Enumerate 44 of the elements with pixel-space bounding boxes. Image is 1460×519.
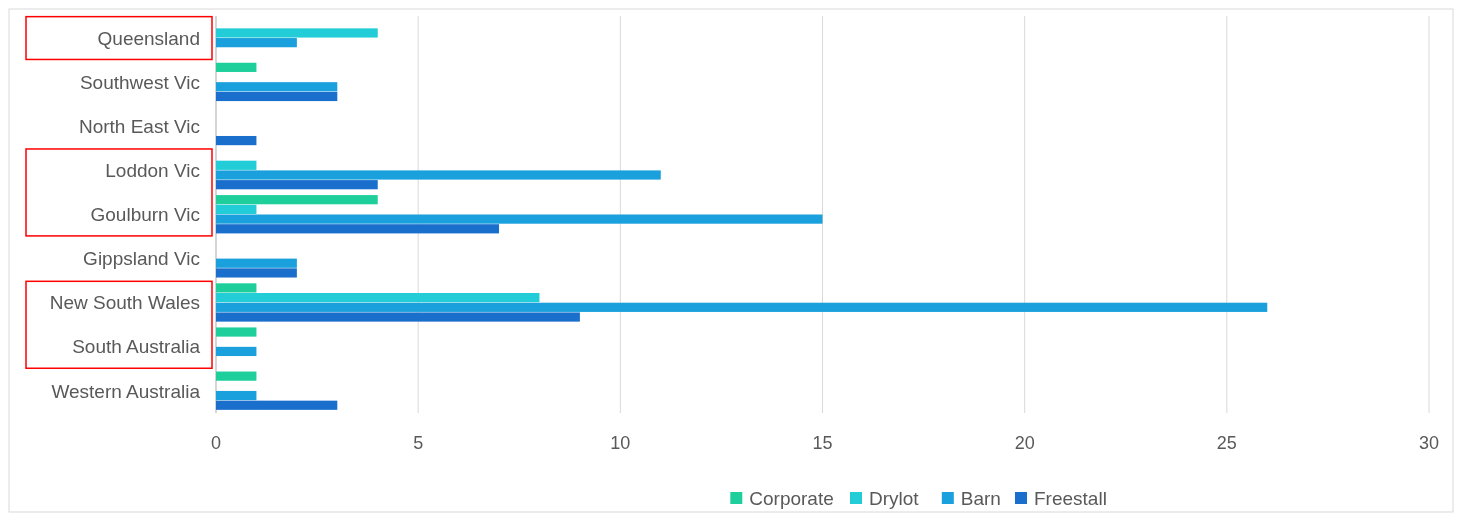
bar [216,224,500,234]
bar [216,346,257,357]
y-tick-label: Gippsland Vic [83,248,200,270]
x-tick-label: 20 [1014,433,1035,453]
legend-label: Barn [960,487,1001,509]
x-tick-label: 25 [1216,433,1237,453]
bar [216,82,338,92]
bar [216,170,661,180]
bar [216,327,257,337]
x-tick-label: 30 [1418,433,1440,453]
bar [216,293,540,303]
bar [216,390,257,401]
legend-label: Corporate [749,487,834,509]
bar [216,204,257,214]
bar [216,160,257,170]
bar [216,258,297,268]
bar [216,268,297,278]
y-tick-label: Goulburn Vic [90,204,200,226]
y-tick-label: Loddon Vic [105,160,200,182]
bar [216,400,338,410]
y-tick-label: Southwest Vic [79,71,200,93]
bar [216,180,378,190]
y-tick-label: Western Australia [51,380,201,402]
x-tick-label: 5 [413,433,424,453]
y-tick-label: New South Wales [49,292,200,314]
bar [216,28,378,38]
bar [216,135,257,146]
bar [216,214,823,224]
x-tick-label: 0 [210,433,222,453]
x-tick-label: 15 [812,433,833,453]
legend-label: Drylot [869,487,920,509]
bar [216,302,1268,312]
bar [216,283,257,293]
y-tick-label: North East Vic [78,115,200,137]
bar [216,38,297,48]
legend-label: Freestall [1034,487,1107,509]
bar [216,195,378,205]
y-tick-label: Queensland [97,27,200,49]
bar [216,91,338,102]
x-tick-label: 10 [610,433,631,453]
bar [216,62,257,72]
bar [216,312,580,322]
bar [216,371,257,381]
y-tick-label: South Australia [72,336,201,358]
